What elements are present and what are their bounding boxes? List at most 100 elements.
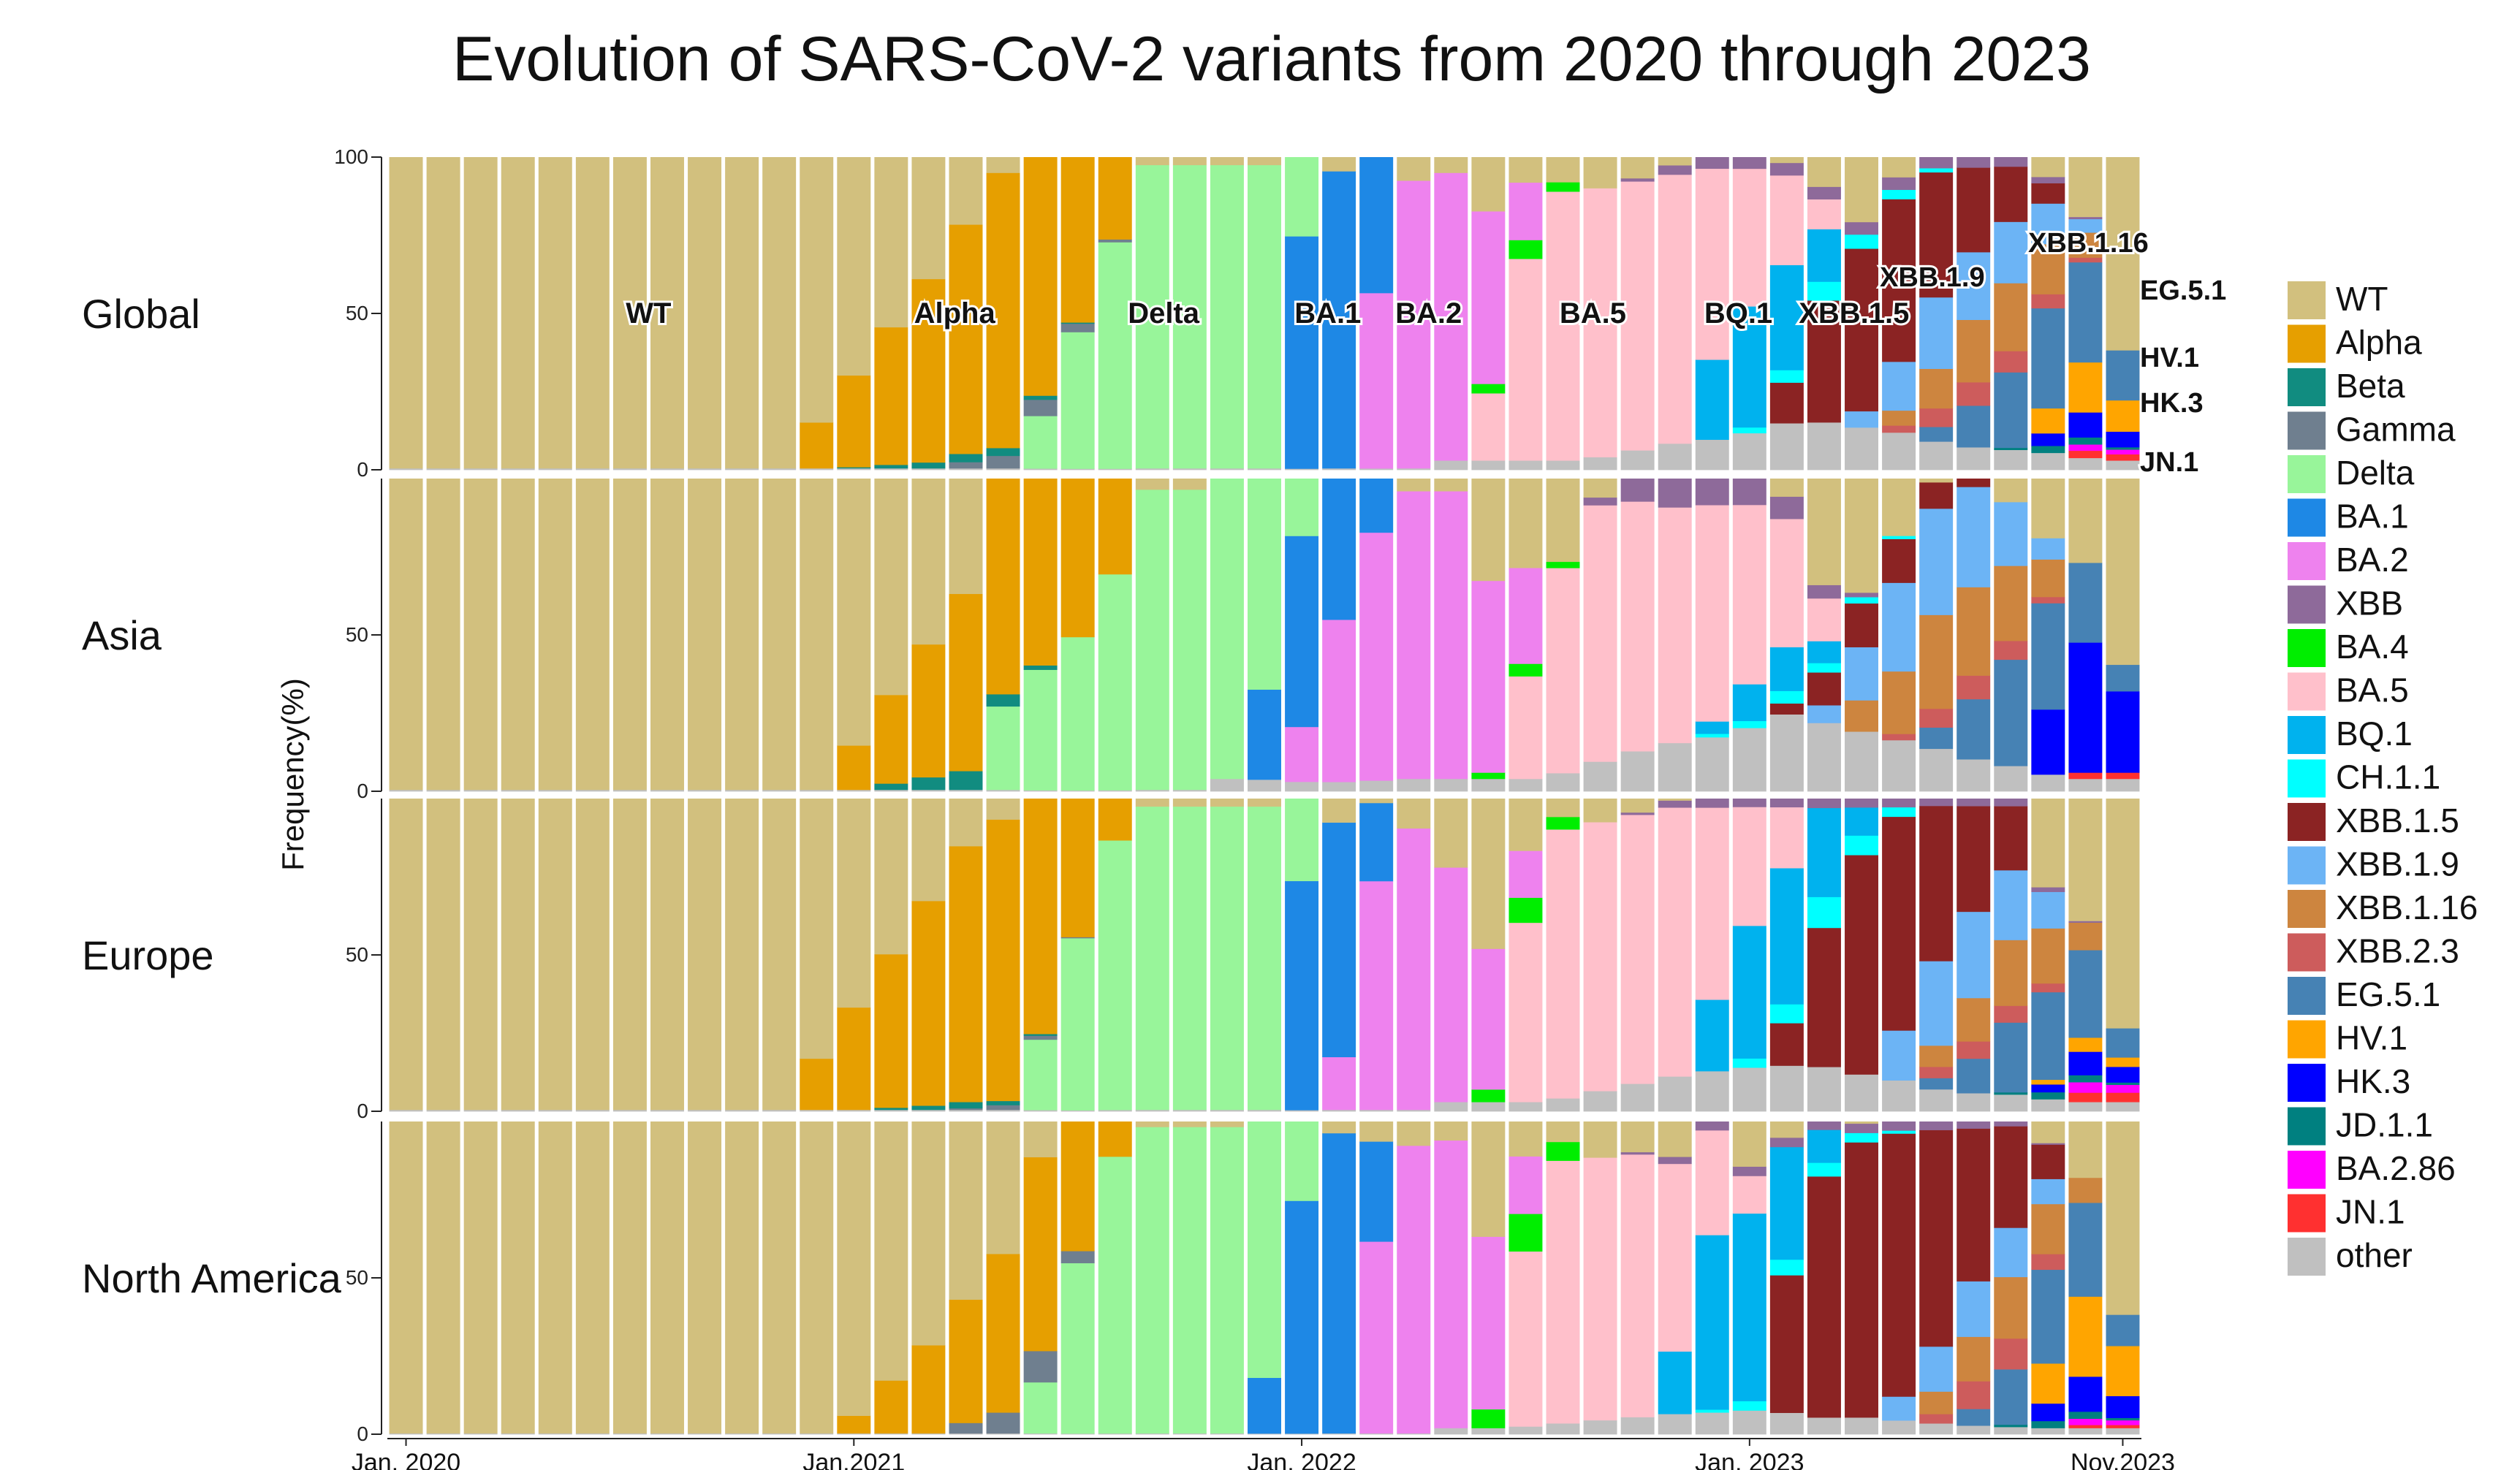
legend-label: other — [2336, 1236, 2413, 1274]
bar-segment-other — [1285, 781, 1319, 792]
bar-segment-other — [911, 1109, 946, 1112]
x-tick-label: Jan, 2020 — [352, 1449, 460, 1470]
bar-segment-wt — [463, 479, 498, 791]
bar-segment-xbb — [1620, 812, 1655, 815]
bar-segment-hv-1 — [2106, 1057, 2140, 1067]
bar-segment-delta — [1135, 806, 1169, 1111]
bar-segment-wt — [911, 479, 946, 645]
bar-segment-ba-1 — [1359, 802, 1394, 882]
bar-segment-xbb-1-9 — [1994, 501, 2028, 566]
bar-segment-wt — [1135, 1121, 1169, 1127]
bar-segment-other — [501, 1109, 535, 1112]
bar-segment-eg-5-1 — [2068, 1203, 2103, 1297]
bar-segment-wt — [1658, 157, 1692, 166]
bar-segment-ba-2-86 — [2068, 444, 2103, 452]
side-annotation: JN.1 — [2140, 447, 2198, 478]
bar-segment-other — [1359, 1109, 1394, 1112]
bar-segment-jd-1-1 — [1994, 1092, 2028, 1095]
bar-segment-other — [1546, 1423, 1580, 1435]
bar-segment-xbb-2-3 — [1994, 351, 2028, 373]
bar-segment-other — [1769, 1412, 1804, 1435]
bar-segment-other — [1508, 1102, 1543, 1112]
bar-segment-wt — [1135, 157, 1169, 166]
bar-segment-other — [1471, 1102, 1506, 1112]
bar-segment-other — [1732, 1410, 1766, 1435]
bar-segment-other — [1807, 723, 1841, 792]
bar-segment-ch-1-1 — [1807, 1162, 1841, 1177]
bar-segment-eg-5-1 — [1994, 372, 2028, 449]
bar-segment-other — [986, 1109, 1020, 1112]
bar-segment-xbb — [1919, 799, 1954, 807]
bar-segment-wt — [2031, 157, 2065, 178]
legend-label: Delta — [2336, 454, 2415, 492]
bar-segment-delta — [1060, 332, 1095, 469]
bar-segment-ch-1-1 — [1882, 1130, 1916, 1134]
bar-segment-other — [1135, 1109, 1169, 1112]
bar-segment-other — [1807, 1417, 1841, 1435]
bar-segment-wt — [501, 799, 535, 1111]
bar-segment-wt — [463, 157, 498, 469]
bar-segment-alpha — [874, 695, 908, 784]
bar-segment-eg-5-1 — [1957, 1409, 1991, 1426]
bar-segment-hv-1 — [2031, 408, 2065, 434]
bar-segment-beta — [1060, 322, 1095, 324]
bar-segment-other — [725, 1433, 759, 1435]
bar-segment-other — [1434, 1428, 1468, 1435]
bar-segment-xbb — [1769, 162, 1804, 176]
bar-segment-delta — [1285, 799, 1319, 882]
bar-segment-other — [1397, 1433, 1431, 1435]
bar-segment-wt — [2068, 479, 2103, 563]
bar-segment-delta — [1210, 1127, 1244, 1434]
bar-segment-xbb-1-16 — [2031, 559, 2065, 598]
bar-segment-jn-1 — [2068, 1425, 2103, 1428]
bar-segment-wt — [575, 157, 610, 469]
bar-segment-delta — [1135, 489, 1169, 791]
bar-segment-ch-1-1 — [1769, 690, 1804, 704]
bar-segment-ch-1-1 — [1769, 1259, 1804, 1276]
bar-segment-wt — [538, 479, 572, 791]
bar-segment-beta — [1023, 395, 1058, 400]
x-tick-label: Jan, 2022 — [1247, 1449, 1356, 1470]
bar-segment-other — [1769, 423, 1804, 471]
bar-segment-wt — [986, 1121, 1020, 1254]
bar-segment-wt — [1135, 799, 1169, 807]
bar-segment-xbb-2-3 — [1957, 1381, 1991, 1409]
bar-segment-wt — [389, 157, 423, 469]
bar-segment-jn-1 — [2068, 772, 2103, 780]
bar-segment-hk-3 — [2068, 412, 2103, 438]
bar-segment-delta — [1210, 164, 1244, 469]
bar-segment-other — [2106, 460, 2140, 471]
bar-segment-xbb — [1769, 1137, 1804, 1148]
bar-segment-delta — [1172, 806, 1207, 1111]
bar-segment-wt — [1397, 479, 1431, 492]
bar-segment-xbb-2-3 — [1919, 1414, 1954, 1424]
bar-segment-wt — [2031, 799, 2065, 888]
bar-segment-ch-1-1 — [1882, 189, 1916, 199]
bar-segment-other — [2031, 452, 2065, 471]
bar-segment-other — [1882, 739, 1916, 792]
bar-segment-wt — [800, 799, 834, 1059]
bar-segment-gamma — [1060, 937, 1095, 939]
bar-segment-delta — [1210, 479, 1244, 780]
bar-segment-gamma — [1098, 239, 1132, 243]
bar-segment-ba-4 — [1546, 816, 1580, 830]
legend-label: XBB.1.9 — [2336, 845, 2459, 883]
bar-segment-xbb-1-5 — [1957, 806, 1991, 913]
bar-segment-bq-1 — [1695, 999, 1729, 1072]
bar-segment-ba-1 — [1359, 157, 1394, 294]
bar-segment-xbb — [1845, 1123, 1878, 1133]
bar-segment-bq-1 — [1695, 359, 1729, 441]
bar-segment-beta — [911, 1105, 946, 1111]
bar-segment-alpha — [986, 479, 1020, 695]
bar-segment-other — [1769, 1065, 1804, 1112]
bar-segment-wt — [1807, 479, 1841, 585]
bar-segment-other — [1210, 1433, 1244, 1435]
bar-segment-xbb-1-5 — [1994, 166, 2028, 222]
bar-segment-delta — [1060, 1263, 1095, 1434]
bar-segment-alpha — [911, 278, 946, 463]
bar-segment-wt — [1172, 799, 1207, 807]
legend-label: XBB.1.5 — [2336, 801, 2459, 839]
bar-segment-other — [1060, 468, 1095, 471]
bar-segment-other — [762, 789, 797, 792]
legend-label: Beta — [2336, 367, 2405, 405]
